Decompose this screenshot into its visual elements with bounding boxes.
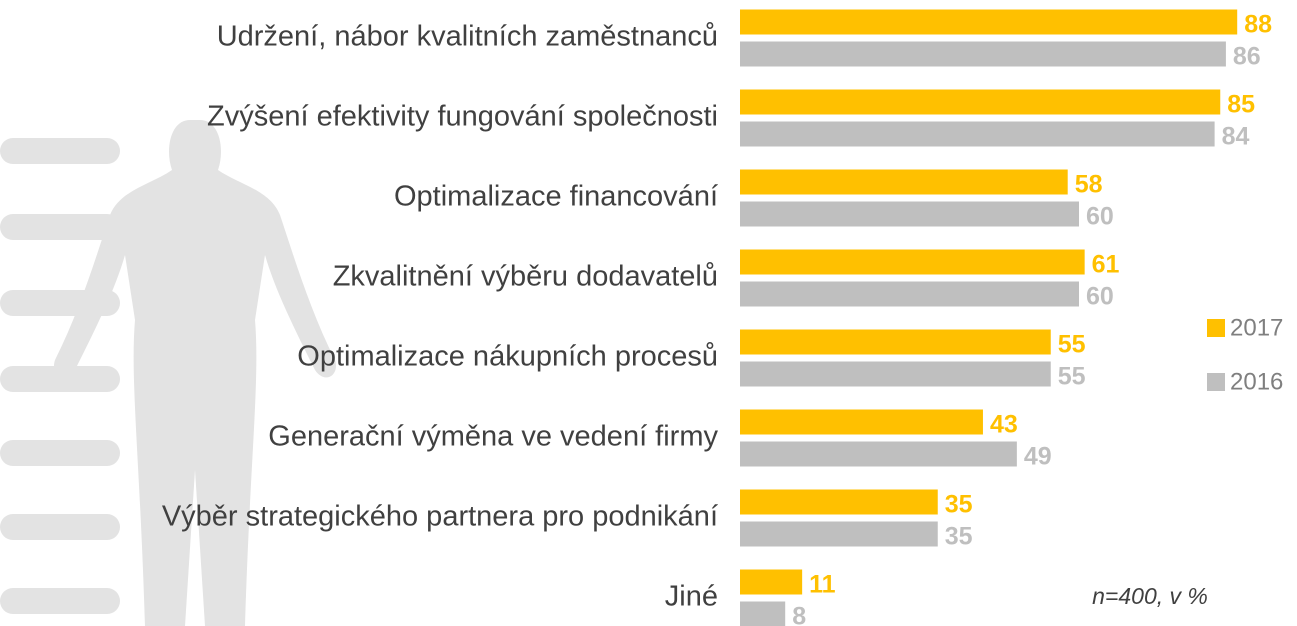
value-label: 43 bbox=[990, 411, 1018, 439]
category-label: Zvýšení efektivity fungování společnosti bbox=[207, 101, 718, 133]
category-label: Zkvalitnění výběru dodavatelů bbox=[333, 261, 718, 293]
legend-swatch bbox=[1207, 373, 1225, 391]
bar bbox=[740, 329, 1051, 355]
bar bbox=[740, 441, 1017, 467]
value-label: 8 bbox=[792, 603, 806, 626]
value-label: 86 bbox=[1233, 43, 1261, 71]
bar bbox=[740, 601, 786, 626]
value-label: 55 bbox=[1058, 331, 1086, 359]
bar bbox=[740, 201, 1079, 227]
value-label: 35 bbox=[945, 523, 973, 551]
category-label: Generační výměna ve vedení firmy bbox=[268, 421, 718, 453]
legend-swatch bbox=[1207, 319, 1225, 337]
bar bbox=[740, 521, 938, 547]
value-label: 49 bbox=[1024, 443, 1052, 471]
background-figure bbox=[0, 120, 336, 626]
category-label: Optimalizace nákupních procesů bbox=[297, 341, 718, 373]
value-label: 60 bbox=[1086, 283, 1114, 311]
value-label: 61 bbox=[1092, 251, 1120, 279]
value-label: 85 bbox=[1227, 91, 1255, 119]
value-label: 60 bbox=[1086, 203, 1114, 231]
bar bbox=[740, 361, 1051, 387]
bar bbox=[740, 41, 1226, 67]
bar bbox=[740, 9, 1238, 35]
legend-label: 2016 bbox=[1230, 368, 1283, 395]
value-label: 55 bbox=[1058, 363, 1086, 391]
category-label: Udržení, nábor kvalitních zaměstnanců bbox=[217, 21, 718, 53]
bar bbox=[740, 281, 1079, 307]
category-label: Výběr strategického partnera pro podniká… bbox=[162, 501, 718, 533]
value-label: 35 bbox=[945, 491, 973, 519]
bar bbox=[740, 409, 983, 435]
category-label: Optimalizace financování bbox=[394, 181, 718, 213]
value-label: 88 bbox=[1244, 11, 1272, 39]
bar bbox=[740, 121, 1215, 147]
bar bbox=[740, 489, 938, 515]
legend-label: 2017 bbox=[1230, 314, 1283, 341]
note: n=400, v % bbox=[1092, 583, 1208, 609]
value-label: 84 bbox=[1222, 123, 1250, 151]
bar bbox=[740, 249, 1085, 275]
category-label: Jiné bbox=[665, 581, 718, 613]
bar bbox=[740, 89, 1221, 115]
value-label: 58 bbox=[1075, 171, 1103, 199]
value-label: 11 bbox=[809, 571, 836, 599]
bar bbox=[740, 169, 1068, 195]
bar bbox=[740, 569, 803, 595]
